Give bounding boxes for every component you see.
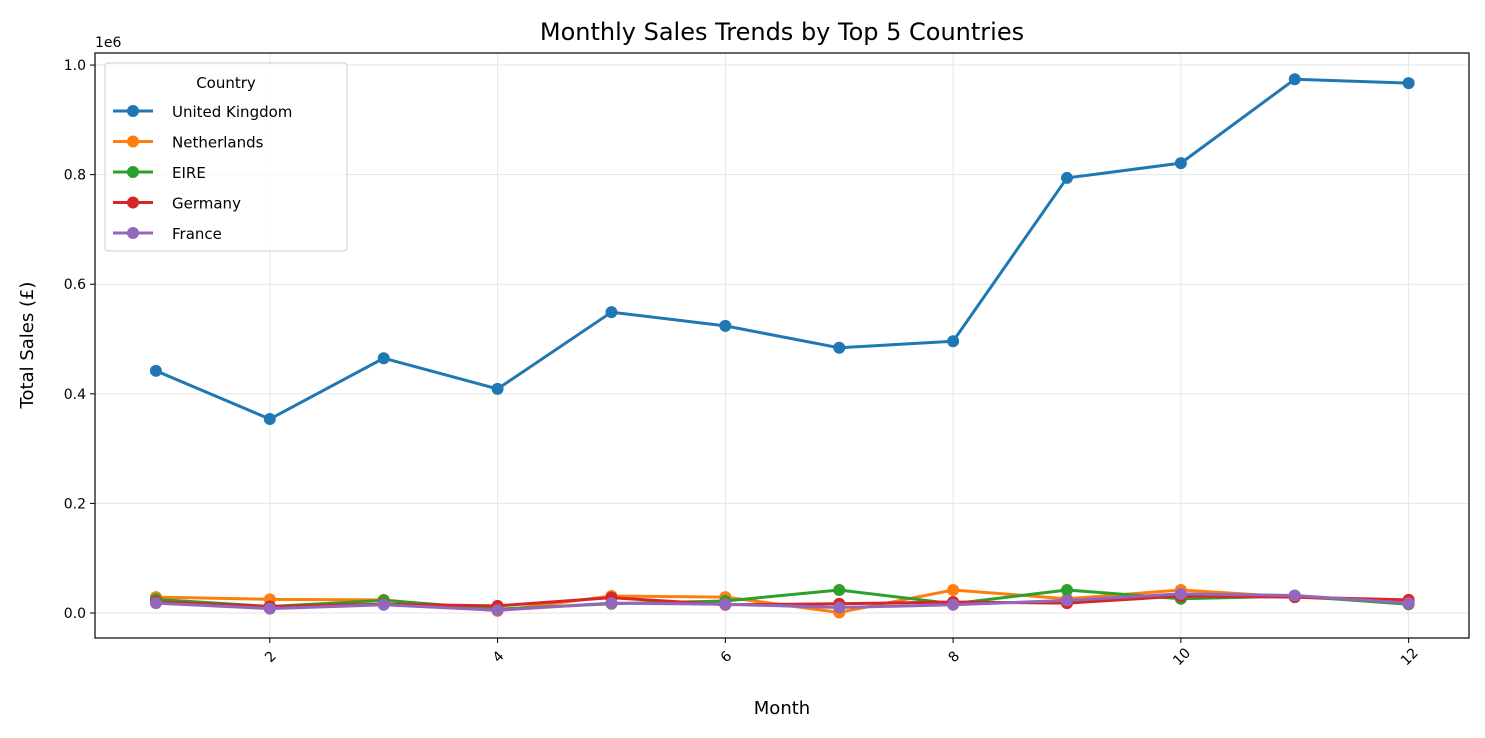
legend-marker [127,166,139,178]
data-point [1060,594,1073,607]
series-line [155,592,1409,612]
legend-marker [127,196,139,209]
legend-label: Netherlands [172,134,264,152]
legend-marker [127,135,139,148]
legend-item: France [113,225,222,243]
legend-marker [127,227,139,239]
legend-item: United Kingdom [113,103,292,121]
x-tick-label: 2 [262,648,280,666]
legend-item: Netherlands [113,134,264,152]
y-tick-label: 1.0 [64,58,86,74]
data-point [1174,587,1187,600]
data-point [719,598,732,611]
data-point [263,602,276,615]
data-point [833,583,846,596]
data-point [491,382,504,395]
y-tick-label: 0.8 [64,168,86,184]
data-point [377,352,390,365]
y-tick-label: 0.2 [64,496,86,512]
y-tick-label: 0.6 [64,277,86,293]
data-point [1402,77,1415,90]
series-line [155,77,1409,421]
legend-label: EIRE [172,164,206,182]
data-point [833,341,846,354]
legend-label: Germany [172,195,241,213]
data-point [947,335,960,348]
series-group [149,73,1415,619]
legend: Country United Kingdom Netherlands EIRE Ger… [104,62,348,252]
series-france [149,587,1415,617]
data-point [491,604,504,617]
data-point [263,413,276,426]
data-point [1402,597,1415,610]
data-point [1288,73,1301,86]
plot-frame [94,52,1470,639]
y-tick-label: 0.4 [64,387,86,403]
data-point [1288,589,1301,602]
series-line [155,588,1409,611]
x-tick-label: 8 [945,648,963,666]
data-point [947,598,960,611]
x-tick-label: 6 [718,648,736,666]
data-point [833,601,846,614]
legend-title: Country [196,74,256,92]
data-point [377,598,390,611]
data-point [719,319,732,332]
data-point [605,597,618,610]
x-tick-label: 4 [490,648,508,666]
data-point [1060,583,1073,596]
x-tick-label: 12 [1398,645,1422,669]
legend-label: France [172,225,222,243]
legend-marker [127,105,139,117]
x-tick-label: 10 [1170,645,1194,669]
y-axis-label: Total Sales (£) [17,282,38,410]
legend-item: EIRE [113,164,206,182]
series-united-kingdom [149,73,1415,426]
data-point [149,364,162,377]
legend-box [104,62,348,252]
data-point [947,583,960,596]
x-axis-label: Month [754,698,810,719]
data-point [1060,171,1073,184]
chart-title: Monthly Sales Trends by Top 5 Countries [540,18,1024,46]
data-point [605,306,618,319]
y-offset-label: 1e6 [95,35,122,51]
data-point [1174,157,1187,170]
legend-item: Germany [113,195,241,213]
y-tick-label: 0.0 [64,606,86,622]
legend-label: United Kingdom [172,103,292,121]
data-point [149,597,162,610]
